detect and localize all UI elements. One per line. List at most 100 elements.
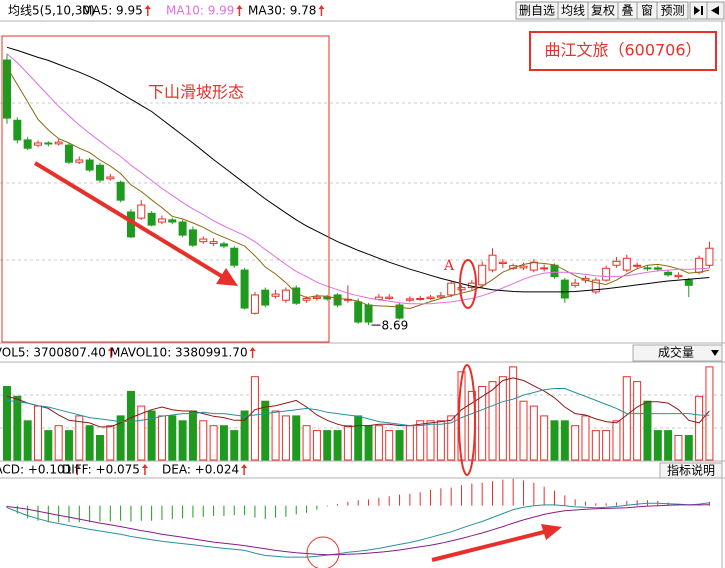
- nav-icon: [694, 6, 700, 15]
- volume-bar: [509, 366, 518, 461]
- candle-body: [188, 229, 197, 246]
- pattern-box: [1, 35, 330, 343]
- volume-bar: [478, 386, 487, 461]
- candle-body: [385, 296, 394, 299]
- candle-body: [23, 139, 32, 149]
- candle-body: [3, 59, 11, 119]
- candle-body: [106, 176, 115, 180]
- series-line: [6, 46, 710, 293]
- trend-arrow: [236, 5, 243, 9]
- candle-body: [147, 212, 156, 226]
- candle-body: [312, 296, 321, 299]
- candle-body: [13, 119, 22, 141]
- help-button[interactable]: [659, 462, 723, 479]
- candle-body: [447, 282, 456, 296]
- marks: 8.69: [3, 46, 714, 558]
- pattern-label: 下山滑坡形态: [148, 83, 244, 102]
- indicator-select[interactable]: [632, 344, 723, 362]
- toolbar-button-label: 叠: [621, 4, 633, 18]
- candle-body: [230, 247, 239, 266]
- candle-body: [653, 267, 662, 270]
- volume-bar: [436, 420, 445, 461]
- trend-arrow: [241, 464, 248, 468]
- candle-body: [457, 287, 466, 291]
- volume-bar: [426, 420, 435, 461]
- candle-body: [95, 164, 104, 181]
- volume-bar: [302, 425, 311, 461]
- trend-arrow: [249, 347, 256, 351]
- series-line: [6, 66, 710, 310]
- volume-bar: [560, 420, 569, 461]
- title-box: [529, 31, 717, 71]
- arrow-head: [216, 268, 238, 286]
- volume-bar: [591, 430, 600, 461]
- volume-bar: [529, 405, 538, 461]
- volume-bar: [250, 376, 259, 461]
- volume-bar: [75, 415, 84, 461]
- candle-body: [75, 159, 84, 163]
- volume-bar: [64, 430, 73, 461]
- volume-bar: [395, 430, 404, 461]
- indicator-label: 均线5(5,10,30): [8, 4, 95, 18]
- candle-body: [302, 297, 311, 301]
- legend-entry: MACD: +0.101: [0, 463, 72, 477]
- candle-body: [250, 294, 259, 314]
- volume-bar: [333, 430, 342, 461]
- candle-body: [550, 264, 559, 278]
- volume-bar: [416, 420, 425, 461]
- volume-bar: [498, 376, 507, 461]
- highlight-ellipse: [459, 259, 477, 309]
- volume-bar: [209, 425, 218, 461]
- candle-body: [633, 264, 642, 267]
- toolbar-button-label: 窗: [641, 4, 653, 18]
- volume-bar: [385, 430, 394, 461]
- candle-body: [612, 260, 621, 266]
- candle-body: [560, 279, 569, 299]
- candle-body: [116, 181, 125, 201]
- toolbar-button[interactable]: [656, 1, 689, 20]
- candle-body: [416, 297, 425, 300]
- volume-bar: [312, 430, 321, 461]
- volume-bar: [674, 435, 683, 461]
- candle-body: [178, 221, 187, 236]
- volume-bar: [261, 400, 270, 461]
- nav-icon: [711, 6, 719, 15]
- candle-body: [426, 296, 435, 299]
- volume-bar: [168, 415, 177, 461]
- volume-indicator-button[interactable]: 成交量: [632, 344, 723, 362]
- volume-bar: [54, 425, 63, 461]
- candle-body: [85, 159, 94, 171]
- volume-bar: [126, 390, 135, 461]
- trend-arrow: [141, 464, 148, 468]
- candle-body: [354, 301, 363, 323]
- candle-body: [540, 267, 549, 270]
- candle-body: [498, 261, 507, 265]
- volume-bar: [540, 415, 549, 461]
- candle-body: [519, 265, 528, 269]
- volume-bar: [44, 430, 53, 461]
- volume-bar: [292, 415, 301, 461]
- trend-arrow: [107, 347, 114, 351]
- volume-bar: [571, 425, 580, 461]
- candle-body: [395, 304, 404, 319]
- candle-body: [219, 243, 228, 247]
- volume-bar: [550, 420, 559, 461]
- candle-body: [44, 142, 53, 145]
- candle-body: [137, 204, 146, 219]
- macd-help-button[interactable]: 指标说明: [659, 462, 723, 479]
- volume-bar: [581, 415, 590, 461]
- candle-body: [695, 257, 704, 273]
- legend-entry: MA10: 9.99: [166, 4, 234, 18]
- legend-entry: MA30: 9.78: [248, 4, 316, 18]
- toolbar-icons: [689, 1, 725, 20]
- volume-bar: [271, 410, 280, 461]
- candle-body: [292, 287, 301, 304]
- volume-bar: [137, 405, 146, 461]
- trend-arrow: [144, 5, 151, 9]
- help-label: 指标说明: [667, 463, 715, 478]
- volume-bar: [405, 425, 414, 461]
- candle-body: [602, 267, 611, 281]
- title: 曲江文旅（600706）: [544, 41, 701, 60]
- volume-bar: [106, 425, 115, 461]
